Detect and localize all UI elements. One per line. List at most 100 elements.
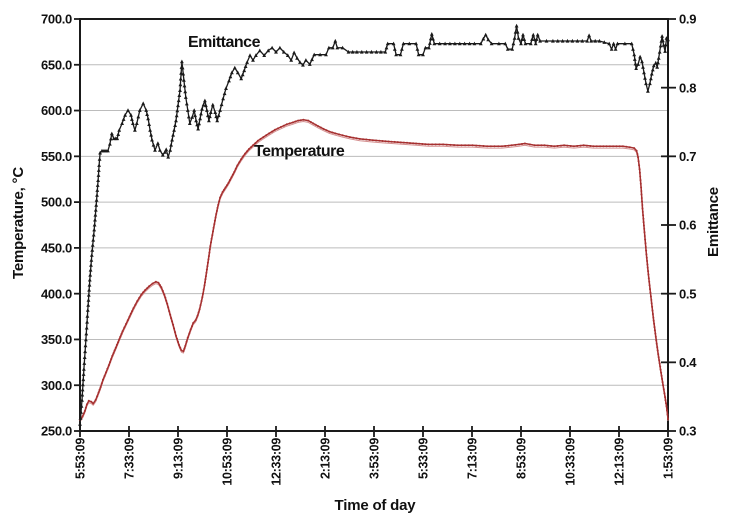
emittance-marker xyxy=(642,70,646,75)
emittance-marker xyxy=(145,112,149,116)
temperature-marker xyxy=(312,122,315,125)
emittance-marker xyxy=(304,58,308,62)
emittance-marker xyxy=(535,32,540,37)
emittance-marker xyxy=(355,49,359,54)
emittance-marker xyxy=(123,113,127,117)
emittance-marker xyxy=(174,113,179,118)
emittance-marker xyxy=(181,71,186,76)
emittance-marker xyxy=(205,108,209,112)
temperature-marker xyxy=(572,145,575,148)
emittance-marker xyxy=(505,47,510,51)
temperature-marker xyxy=(644,246,647,248)
temperature-marker xyxy=(390,140,393,143)
emittance-marker xyxy=(416,52,421,57)
temperature-marker xyxy=(647,270,650,273)
temperature-marker xyxy=(649,288,651,291)
temperature-marker xyxy=(427,143,430,146)
temperature-marker xyxy=(220,193,223,196)
emittance-marker xyxy=(148,128,152,132)
emittance-marker xyxy=(183,95,188,99)
emittance-marker xyxy=(151,142,156,147)
temperature-marker xyxy=(171,320,174,323)
emittance-marker xyxy=(414,41,418,46)
emittance-marker xyxy=(86,303,91,307)
temperature-marker xyxy=(546,144,549,147)
emittance-marker xyxy=(230,70,234,75)
emittance-marker xyxy=(521,32,525,37)
temperature-marker xyxy=(338,133,340,136)
emittance-marker xyxy=(81,382,85,387)
temperature-marker xyxy=(331,131,334,134)
temperature-marker xyxy=(518,143,520,146)
temperature-marker xyxy=(662,384,665,387)
emittance-marker xyxy=(92,227,97,232)
temperature-marker xyxy=(325,129,328,132)
temperature-marker xyxy=(651,305,654,308)
emittance-marker xyxy=(587,33,591,38)
emittance-marker xyxy=(235,70,240,75)
temperature-marker xyxy=(579,144,582,147)
emittance-marker xyxy=(638,54,642,59)
emittance-marker xyxy=(182,78,186,82)
emittance-marker xyxy=(467,41,472,46)
emittance-marker xyxy=(174,118,178,123)
emittance-marker xyxy=(318,52,322,57)
emittance-marker xyxy=(232,65,237,70)
temperature-marker xyxy=(259,137,262,140)
temperature-marker xyxy=(486,145,489,148)
temperature-marker xyxy=(198,308,201,311)
temperature-marker xyxy=(615,145,618,148)
temperature-marker xyxy=(186,336,189,339)
temperature-marker xyxy=(236,164,239,167)
temperature-marker xyxy=(651,309,654,312)
temperature-marker xyxy=(399,141,402,144)
emittance-marker xyxy=(147,122,151,126)
temperature-marker xyxy=(146,287,149,290)
temperature-marker xyxy=(97,391,100,394)
temperature-marker xyxy=(556,145,559,147)
temperature-marker xyxy=(224,186,227,189)
temperature-marker xyxy=(294,120,297,123)
temperature-marker xyxy=(658,362,661,365)
temperature-marker xyxy=(291,121,294,124)
left-tick-label: 600.0 xyxy=(41,103,72,118)
emittance-marker xyxy=(126,108,130,112)
emittance-marker xyxy=(481,36,486,41)
temperature-marker xyxy=(204,275,207,278)
temperature-marker xyxy=(605,145,608,148)
temperature-marker xyxy=(279,126,282,128)
x-tick-label: 3:53:09 xyxy=(368,438,382,479)
temperature-marker xyxy=(563,144,566,147)
temperature-marker xyxy=(233,170,236,173)
left-tick-label: 450.0 xyxy=(41,240,72,255)
emittance-marker xyxy=(96,178,100,182)
emittance-marker xyxy=(530,37,534,41)
temperature-marker xyxy=(352,136,355,139)
temperature-marker xyxy=(646,266,649,269)
temperature-marker xyxy=(640,193,643,196)
temperature-marker xyxy=(148,285,151,288)
emittance-marker xyxy=(301,62,305,67)
temperature-marker xyxy=(168,310,171,313)
emittance-marker xyxy=(156,141,160,145)
temperature-marker xyxy=(471,144,474,147)
emittance-marker xyxy=(398,52,403,57)
temperature-marker xyxy=(226,184,228,187)
temperature-marker xyxy=(637,160,640,163)
temperature-marker xyxy=(83,409,86,412)
temperature-marker xyxy=(445,143,448,146)
emittance-marker xyxy=(650,67,655,72)
temperature-marker xyxy=(208,248,211,251)
emittance-marker xyxy=(243,64,248,68)
temperature-marker xyxy=(288,122,291,125)
emittance-marker xyxy=(87,282,92,287)
temperature-marker xyxy=(201,296,204,299)
temperature-marker xyxy=(576,145,579,147)
emittance-marker xyxy=(206,113,210,118)
emittance-marker xyxy=(611,41,616,46)
emittance-marker xyxy=(655,65,660,69)
temperature-marker xyxy=(206,265,209,268)
temperature-marker xyxy=(349,136,351,139)
emittance-marker xyxy=(228,74,233,79)
temperature-marker xyxy=(169,313,172,316)
